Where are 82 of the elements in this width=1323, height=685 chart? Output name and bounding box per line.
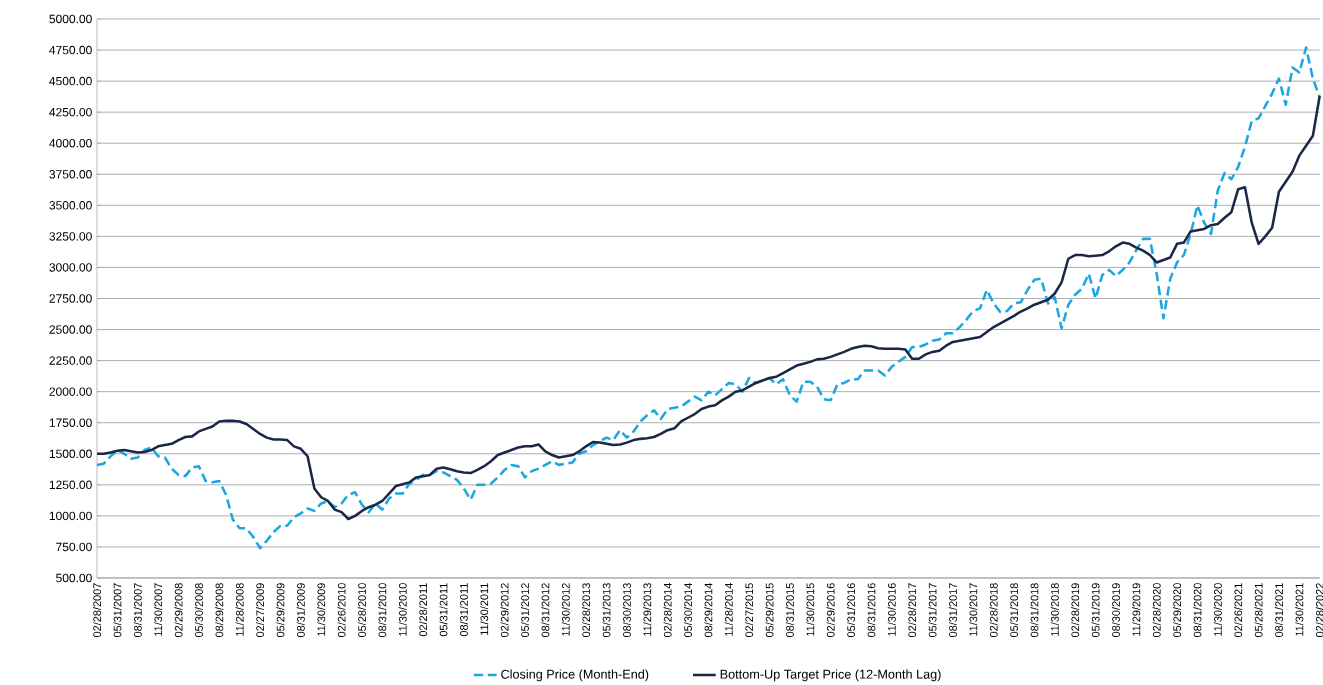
x-tick-label: 11/30/2017: [969, 583, 978, 636]
x-tick-label: 02/29/2016: [826, 583, 835, 638]
x-tick-label: 05/31/2011: [439, 583, 448, 637]
x-tick-label: 02/28/2020: [1152, 583, 1161, 638]
x-tick-label: 11/28/2008: [235, 583, 244, 636]
x-tick-label: 08/31/2018: [1030, 583, 1039, 638]
x-tick-label: 05/31/2019: [1091, 583, 1100, 638]
x-tick-label: 11/30/2011: [480, 583, 489, 635]
x-tick-label: 05/30/2008: [194, 583, 203, 638]
y-tick-label: 750.00: [56, 542, 92, 552]
x-tick-label: 11/28/2014: [724, 583, 733, 636]
x-tick-label: 05/30/2014: [683, 583, 692, 638]
x-tick-label: 05/31/2016: [846, 583, 855, 638]
y-tick-label: 4250.00: [49, 107, 92, 117]
x-tick-label: 02/26/2010: [337, 583, 346, 638]
x-tick-label: 02/27/2009: [256, 583, 265, 638]
x-tick-label: 05/31/2007: [113, 583, 122, 638]
x-tick-label: 08/29/2008: [215, 583, 224, 638]
x-tick-label: 05/31/2017: [928, 583, 937, 638]
y-tick-label: 1000.00: [49, 511, 92, 521]
y-tick-label: 4000.00: [49, 138, 92, 148]
x-tick-label: 11/30/2012: [561, 583, 570, 636]
y-tick-label: 2750.00: [49, 294, 92, 303]
x-tick-label: 02/28/2011: [419, 583, 428, 637]
x-tick-label: 05/28/2010: [357, 583, 366, 638]
y-tick-label: 3500.00: [49, 201, 92, 210]
x-tick-label: 05/31/2018: [1010, 583, 1019, 638]
y-tick-label: 2000.00: [49, 387, 92, 396]
x-tick-label: 02/27/2015: [745, 583, 754, 638]
x-tick-label: 11/30/2009: [317, 583, 326, 636]
y-tick-label: 3000.00: [49, 263, 92, 272]
x-tick-label: 05/28/2021: [1254, 583, 1263, 638]
x-tick-label: 02/29/2008: [174, 583, 183, 638]
x-tick-label: 08/31/2009: [296, 583, 305, 638]
x-tick-label: 08/30/2013: [622, 583, 631, 638]
y-tick-label: 1750.00: [49, 418, 92, 427]
x-tick-label: 08/31/2007: [133, 583, 142, 638]
y-tick-label: 3750.00: [49, 170, 92, 179]
x-tick-label: 08/30/2019: [1111, 583, 1120, 638]
x-tick-label: 11/30/2010: [398, 583, 407, 636]
x-tick-label: 02/28/2022: [1315, 583, 1323, 638]
x-tick-label: 08/31/2011: [459, 583, 468, 637]
x-tick-label: 08/31/2020: [1193, 583, 1202, 638]
x-tick-label: 05/29/2020: [1173, 583, 1182, 638]
x-tick-label: 11/29/2013: [643, 583, 652, 636]
x-tick-label: 08/31/2015: [785, 583, 794, 638]
x-tick-label: 02/28/2019: [1071, 583, 1080, 638]
x-tick-label: 02/29/2012: [500, 583, 509, 638]
x-tick-label: 11/30/2007: [154, 583, 163, 636]
x-tick-label: 11/29/2019: [1132, 583, 1141, 636]
legend-label: Bottom-Up Target Price (12-Month Lag): [720, 669, 941, 682]
x-tick-label: 08/31/2021: [1274, 583, 1283, 638]
x-tick-label: 08/31/2016: [867, 583, 876, 638]
x-tick-label: 02/26/2021: [1234, 583, 1243, 638]
x-tick-label: 08/31/2017: [948, 583, 957, 638]
x-tick-label: 11/30/2016: [887, 583, 896, 636]
y-tick-label: 2250.00: [49, 356, 92, 365]
x-tick-label: 11/30/2021: [1295, 583, 1304, 636]
x-tick-label: 05/31/2012: [520, 583, 529, 638]
x-tick-label: 11/30/2018: [1050, 583, 1059, 636]
y-tick-label: 4500.00: [49, 76, 92, 86]
y-tick-label: 500.00: [56, 573, 92, 583]
x-tick-label: 05/29/2009: [276, 583, 285, 638]
x-tick-label: 05/31/2013: [602, 583, 611, 638]
x-tick-label: 05/29/2015: [765, 583, 774, 638]
x-tick-label: 02/28/2007: [92, 583, 102, 638]
x-tick-label: 11/30/2020: [1213, 583, 1222, 636]
y-tick-label: 1250.00: [49, 480, 92, 490]
y-tick-label: 3250.00: [49, 232, 92, 241]
y-tick-label: 4750.00: [49, 45, 92, 55]
legend-label: Closing Price (Month-End): [501, 669, 649, 682]
y-tick-label: 2500.00: [49, 325, 92, 334]
x-tick-label: 08/31/2012: [541, 583, 550, 638]
x-tick-label: 08/29/2014: [704, 583, 713, 638]
x-tick-label: 02/28/2014: [663, 583, 672, 638]
x-tick-label: 11/30/2015: [806, 583, 815, 636]
y-tick-label: 1500.00: [49, 449, 92, 459]
x-tick-label: 02/28/2018: [989, 583, 998, 638]
y-tick-label: 5000.00: [49, 14, 92, 24]
x-tick-label: 02/28/2017: [908, 583, 917, 638]
x-tick-label: 02/28/2013: [582, 583, 591, 638]
x-tick-label: 08/31/2010: [378, 583, 387, 638]
